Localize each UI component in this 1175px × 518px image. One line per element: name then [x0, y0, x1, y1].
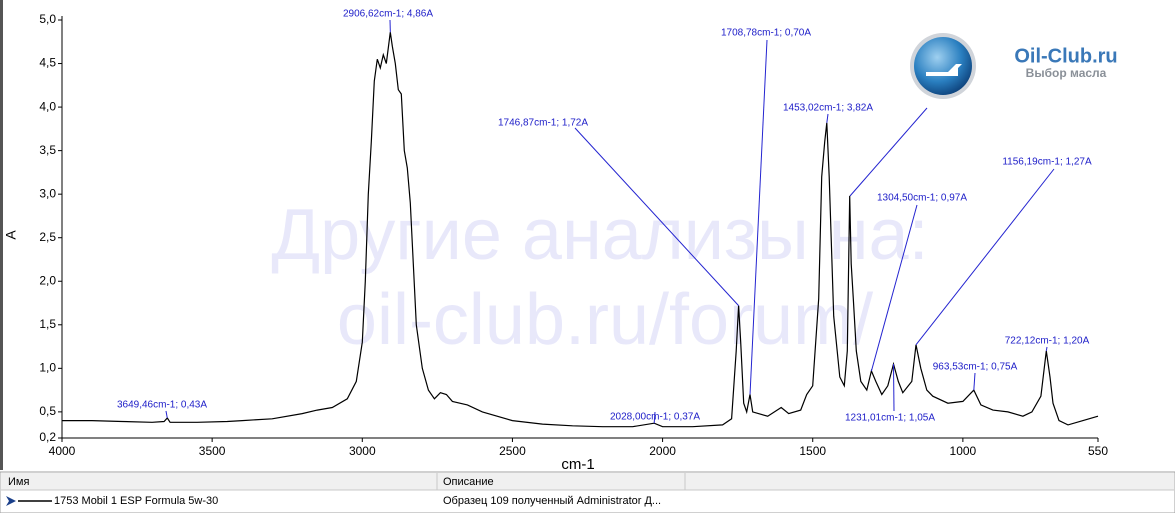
series-description: Образец 109 полученный Administrator Д..…: [443, 495, 661, 507]
x-tick-label: 3000: [349, 444, 376, 458]
y-tick-label: 2,0: [39, 273, 56, 287]
annotation-label: 722,12cm-1; 1,20A: [1005, 336, 1090, 347]
y-tick-label: 2,5: [39, 230, 56, 244]
x-tick-label: 1000: [950, 444, 977, 458]
annotation-label: 1304,50cm-1; 0,97A: [877, 193, 967, 204]
annotation-label: 963,53cm-1; 0,75A: [933, 362, 1018, 373]
x-tick-label: 3500: [199, 444, 226, 458]
y-tick-label: 1,0: [39, 361, 56, 375]
logo-title: Oil-Club.ru: [1014, 45, 1117, 67]
x-axis-label: cm-1: [561, 456, 594, 473]
table-header-cell: Имя: [8, 476, 29, 488]
annotation-label: 1231,01cm-1; 1,05A: [845, 413, 935, 424]
x-tick-label: 4000: [49, 444, 76, 458]
table-header-cell: Описание: [443, 476, 494, 488]
annotation-label: 2906,62cm-1; 4,86A: [343, 9, 433, 20]
y-tick-label: 5,0: [39, 12, 56, 26]
watermark-line: oil-club.ru/forum/: [337, 280, 873, 360]
x-tick-label: 1500: [799, 444, 826, 458]
logo-disc: [914, 37, 972, 95]
annotation-label: 1453,02cm-1; 3,82A: [783, 103, 873, 114]
x-tick-label: 550: [1088, 444, 1108, 458]
y-axis-label: A: [3, 230, 19, 240]
y-tick-label: 3,5: [39, 143, 56, 157]
y-tick-label: 1,5: [39, 317, 56, 331]
annotation-label: 3649,46cm-1; 0,43A: [117, 400, 207, 411]
y-tick-label: 3,0: [39, 186, 56, 200]
annotation-label: 2028,00cm-1; 0,37A: [610, 412, 700, 423]
x-tick-label: 2500: [499, 444, 526, 458]
series-name: 1753 Mobil 1 ESP Formula 5w-30: [54, 495, 218, 507]
y-tick-label: 0,2: [39, 430, 56, 444]
y-tick-label: 4,0: [39, 99, 56, 113]
annotation-label: 1156,19cm-1; 1,27A: [1002, 157, 1092, 168]
y-tick-label: 4,5: [39, 56, 56, 70]
logo-subtitle: Выбор масла: [1026, 66, 1107, 80]
annotation-leader: [893, 364, 894, 411]
legend-table: Имя Описание 1753 Mobil 1 ESP Formula 5w…: [0, 472, 1175, 513]
y-tick-label: 0,5: [39, 404, 56, 418]
annotation-leader: [1046, 347, 1047, 351]
x-tick-label: 2000: [649, 444, 676, 458]
annotation-label: 1746,87cm-1; 1,72A: [498, 118, 588, 129]
annotation-label: 1708,78cm-1; 0,70A: [721, 28, 811, 39]
table-header: [1, 473, 1174, 490]
